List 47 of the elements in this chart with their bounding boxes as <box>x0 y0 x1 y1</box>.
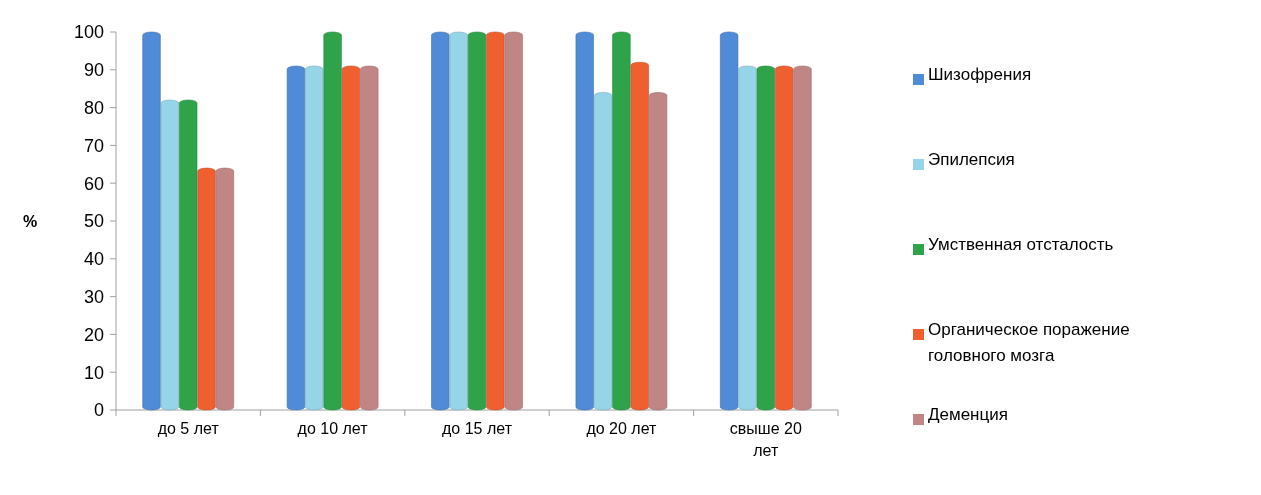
bar <box>720 31 739 411</box>
bar <box>486 31 505 411</box>
bar <box>360 65 379 411</box>
bar <box>738 65 757 411</box>
legend-label: Эпилепсия <box>928 150 1015 169</box>
bar <box>215 167 234 411</box>
legend-label: Деменция <box>928 405 1008 424</box>
bar <box>179 99 198 411</box>
y-tick-label: 50 <box>83 211 104 232</box>
y-tick-label: 80 <box>83 97 104 118</box>
bar <box>286 65 306 411</box>
bar <box>575 31 594 411</box>
x-tick-label: до 5 лет <box>157 420 220 437</box>
legend-label: Умственная отсталость <box>928 235 1114 254</box>
y-tick-label: 10 <box>83 362 104 383</box>
bar <box>630 61 649 411</box>
bar <box>793 65 812 411</box>
bar <box>305 65 324 411</box>
y-tick-label: 30 <box>83 286 104 307</box>
bar <box>323 31 342 411</box>
legend-label: Органическое поражение головного мозга <box>928 320 1130 365</box>
bar <box>593 92 613 411</box>
bar <box>775 65 794 411</box>
x-tick-label: свыше 20 лет <box>729 420 802 459</box>
y-tick-label: 40 <box>83 249 104 270</box>
bar <box>160 99 179 411</box>
y-axis-title: % <box>22 212 38 230</box>
bar <box>142 31 161 411</box>
bar <box>756 65 775 411</box>
y-tick-label: 100 <box>73 22 104 43</box>
bar <box>504 31 523 411</box>
y-tick-label: 70 <box>83 135 104 156</box>
bar <box>612 31 631 411</box>
legend-label: Шизофрения <box>928 65 1032 84</box>
bar <box>467 31 487 411</box>
y-tick-label: 90 <box>83 60 104 81</box>
x-tick-label: до 20 лет <box>586 420 658 437</box>
x-tick-label: до 10 лет <box>297 420 369 437</box>
bar <box>197 167 216 411</box>
bar <box>449 31 468 411</box>
bar <box>648 92 668 411</box>
y-tick-label: 60 <box>83 173 104 194</box>
bar <box>341 65 361 411</box>
x-tick-label: до 15 лет <box>442 420 513 437</box>
y-tick-label: 20 <box>83 324 104 345</box>
y-tick-label: 0 <box>93 400 104 421</box>
bar <box>431 31 450 411</box>
